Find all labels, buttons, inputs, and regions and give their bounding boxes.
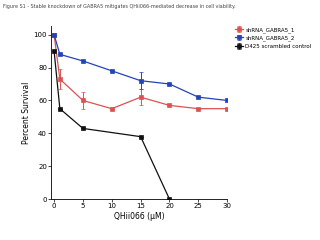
Y-axis label: Percent Survival: Percent Survival: [22, 82, 31, 144]
Legend: shRNA_GABRA5_1, shRNA_GABRA5_2, D425 scrambled control: shRNA_GABRA5_1, shRNA_GABRA5_2, D425 scr…: [234, 26, 313, 50]
X-axis label: QHii066 (μM): QHii066 (μM): [114, 212, 164, 221]
Text: Figure S1 - Stable knockdown of GABRA5 mitigates QHii066-mediated decrease in ce: Figure S1 - Stable knockdown of GABRA5 m…: [3, 4, 236, 9]
